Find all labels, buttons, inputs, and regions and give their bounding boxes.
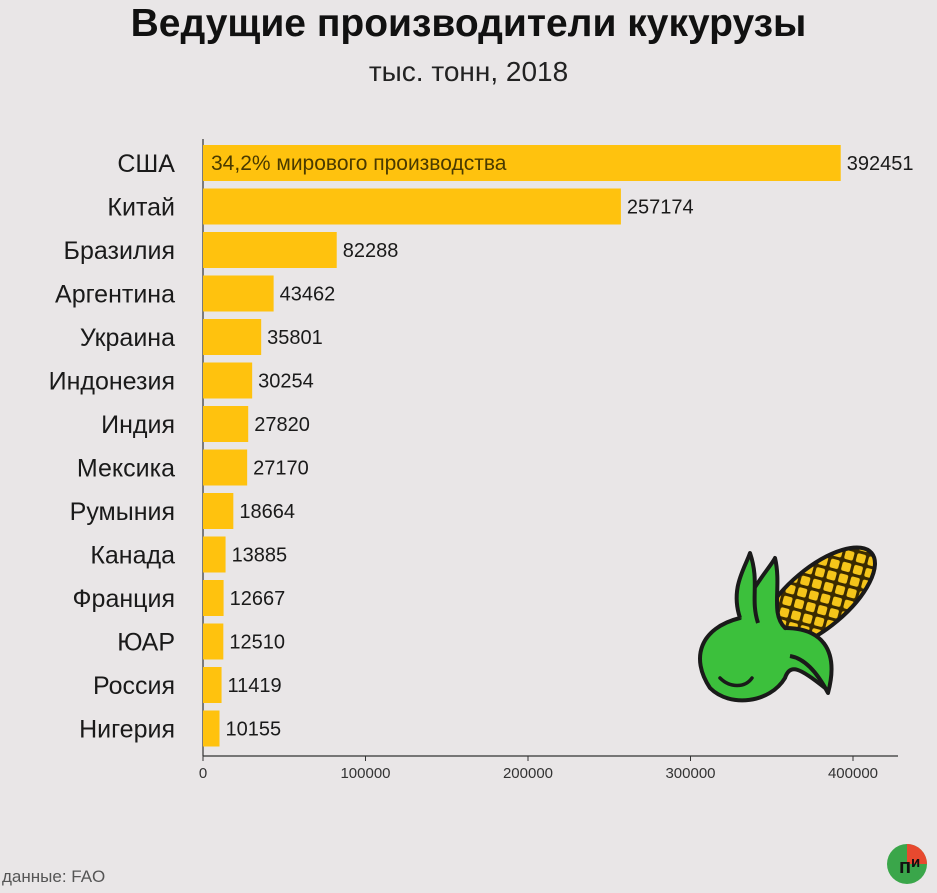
value-label: 43462 (280, 284, 336, 306)
category-label: Китай (107, 194, 175, 222)
value-label: 392451 (847, 153, 914, 175)
category-label: США (117, 150, 175, 178)
value-label: 82288 (343, 240, 399, 262)
value-label: 18664 (239, 501, 295, 523)
value-label: 10155 (226, 719, 282, 741)
corn-icon (698, 545, 877, 703)
bar (203, 145, 841, 181)
bar (203, 536, 226, 573)
bar-annotation: 34,2% мирового производства (211, 152, 507, 175)
x-tick-label: 0 (199, 765, 207, 782)
bar (203, 406, 249, 442)
bar (203, 493, 234, 529)
value-label: 12510 (229, 632, 285, 654)
chart-subtitle: тыс. тонн, 2018 (368, 56, 569, 87)
source-note: данные: FAO (2, 867, 106, 886)
category-label: Румыния (70, 498, 175, 526)
category-label: Украина (80, 324, 175, 352)
category-label: Франция (73, 585, 175, 613)
x-tick-label: 300000 (665, 765, 715, 782)
value-label: 27820 (254, 414, 310, 436)
category-label: Канада (90, 542, 175, 570)
svg-text:п: п (899, 856, 911, 878)
value-label: 13885 (232, 545, 288, 567)
category-label: Нигерия (79, 716, 175, 744)
bar (203, 667, 222, 703)
chart-title: Ведущие производители кукурузы (130, 2, 807, 45)
svg-text:и: и (911, 854, 920, 871)
brand-logo: п и (887, 844, 927, 884)
value-label: 27170 (253, 458, 309, 480)
bar (203, 275, 274, 312)
value-label: 35801 (267, 327, 323, 349)
value-label: 12667 (230, 588, 286, 610)
bar (203, 580, 224, 616)
category-label: Аргентина (55, 281, 175, 309)
bar (203, 232, 337, 268)
category-label: Бразилия (64, 237, 175, 265)
bar (203, 710, 220, 747)
category-label: Россия (93, 672, 175, 700)
value-label: 30254 (258, 371, 314, 393)
bar (203, 362, 253, 399)
value-label: 257174 (627, 197, 694, 219)
value-label: 11419 (228, 675, 282, 697)
x-tick-label: 200000 (503, 765, 553, 782)
bar (203, 188, 621, 225)
x-tick-label: 400000 (828, 765, 878, 782)
bar (203, 623, 224, 660)
category-label: ЮАР (117, 629, 175, 657)
bar (203, 449, 248, 486)
bar (203, 319, 262, 355)
x-tick-label: 100000 (340, 765, 390, 782)
category-label: Индия (101, 411, 175, 439)
category-label: Индонезия (49, 368, 175, 396)
category-label: Мексика (77, 455, 175, 483)
